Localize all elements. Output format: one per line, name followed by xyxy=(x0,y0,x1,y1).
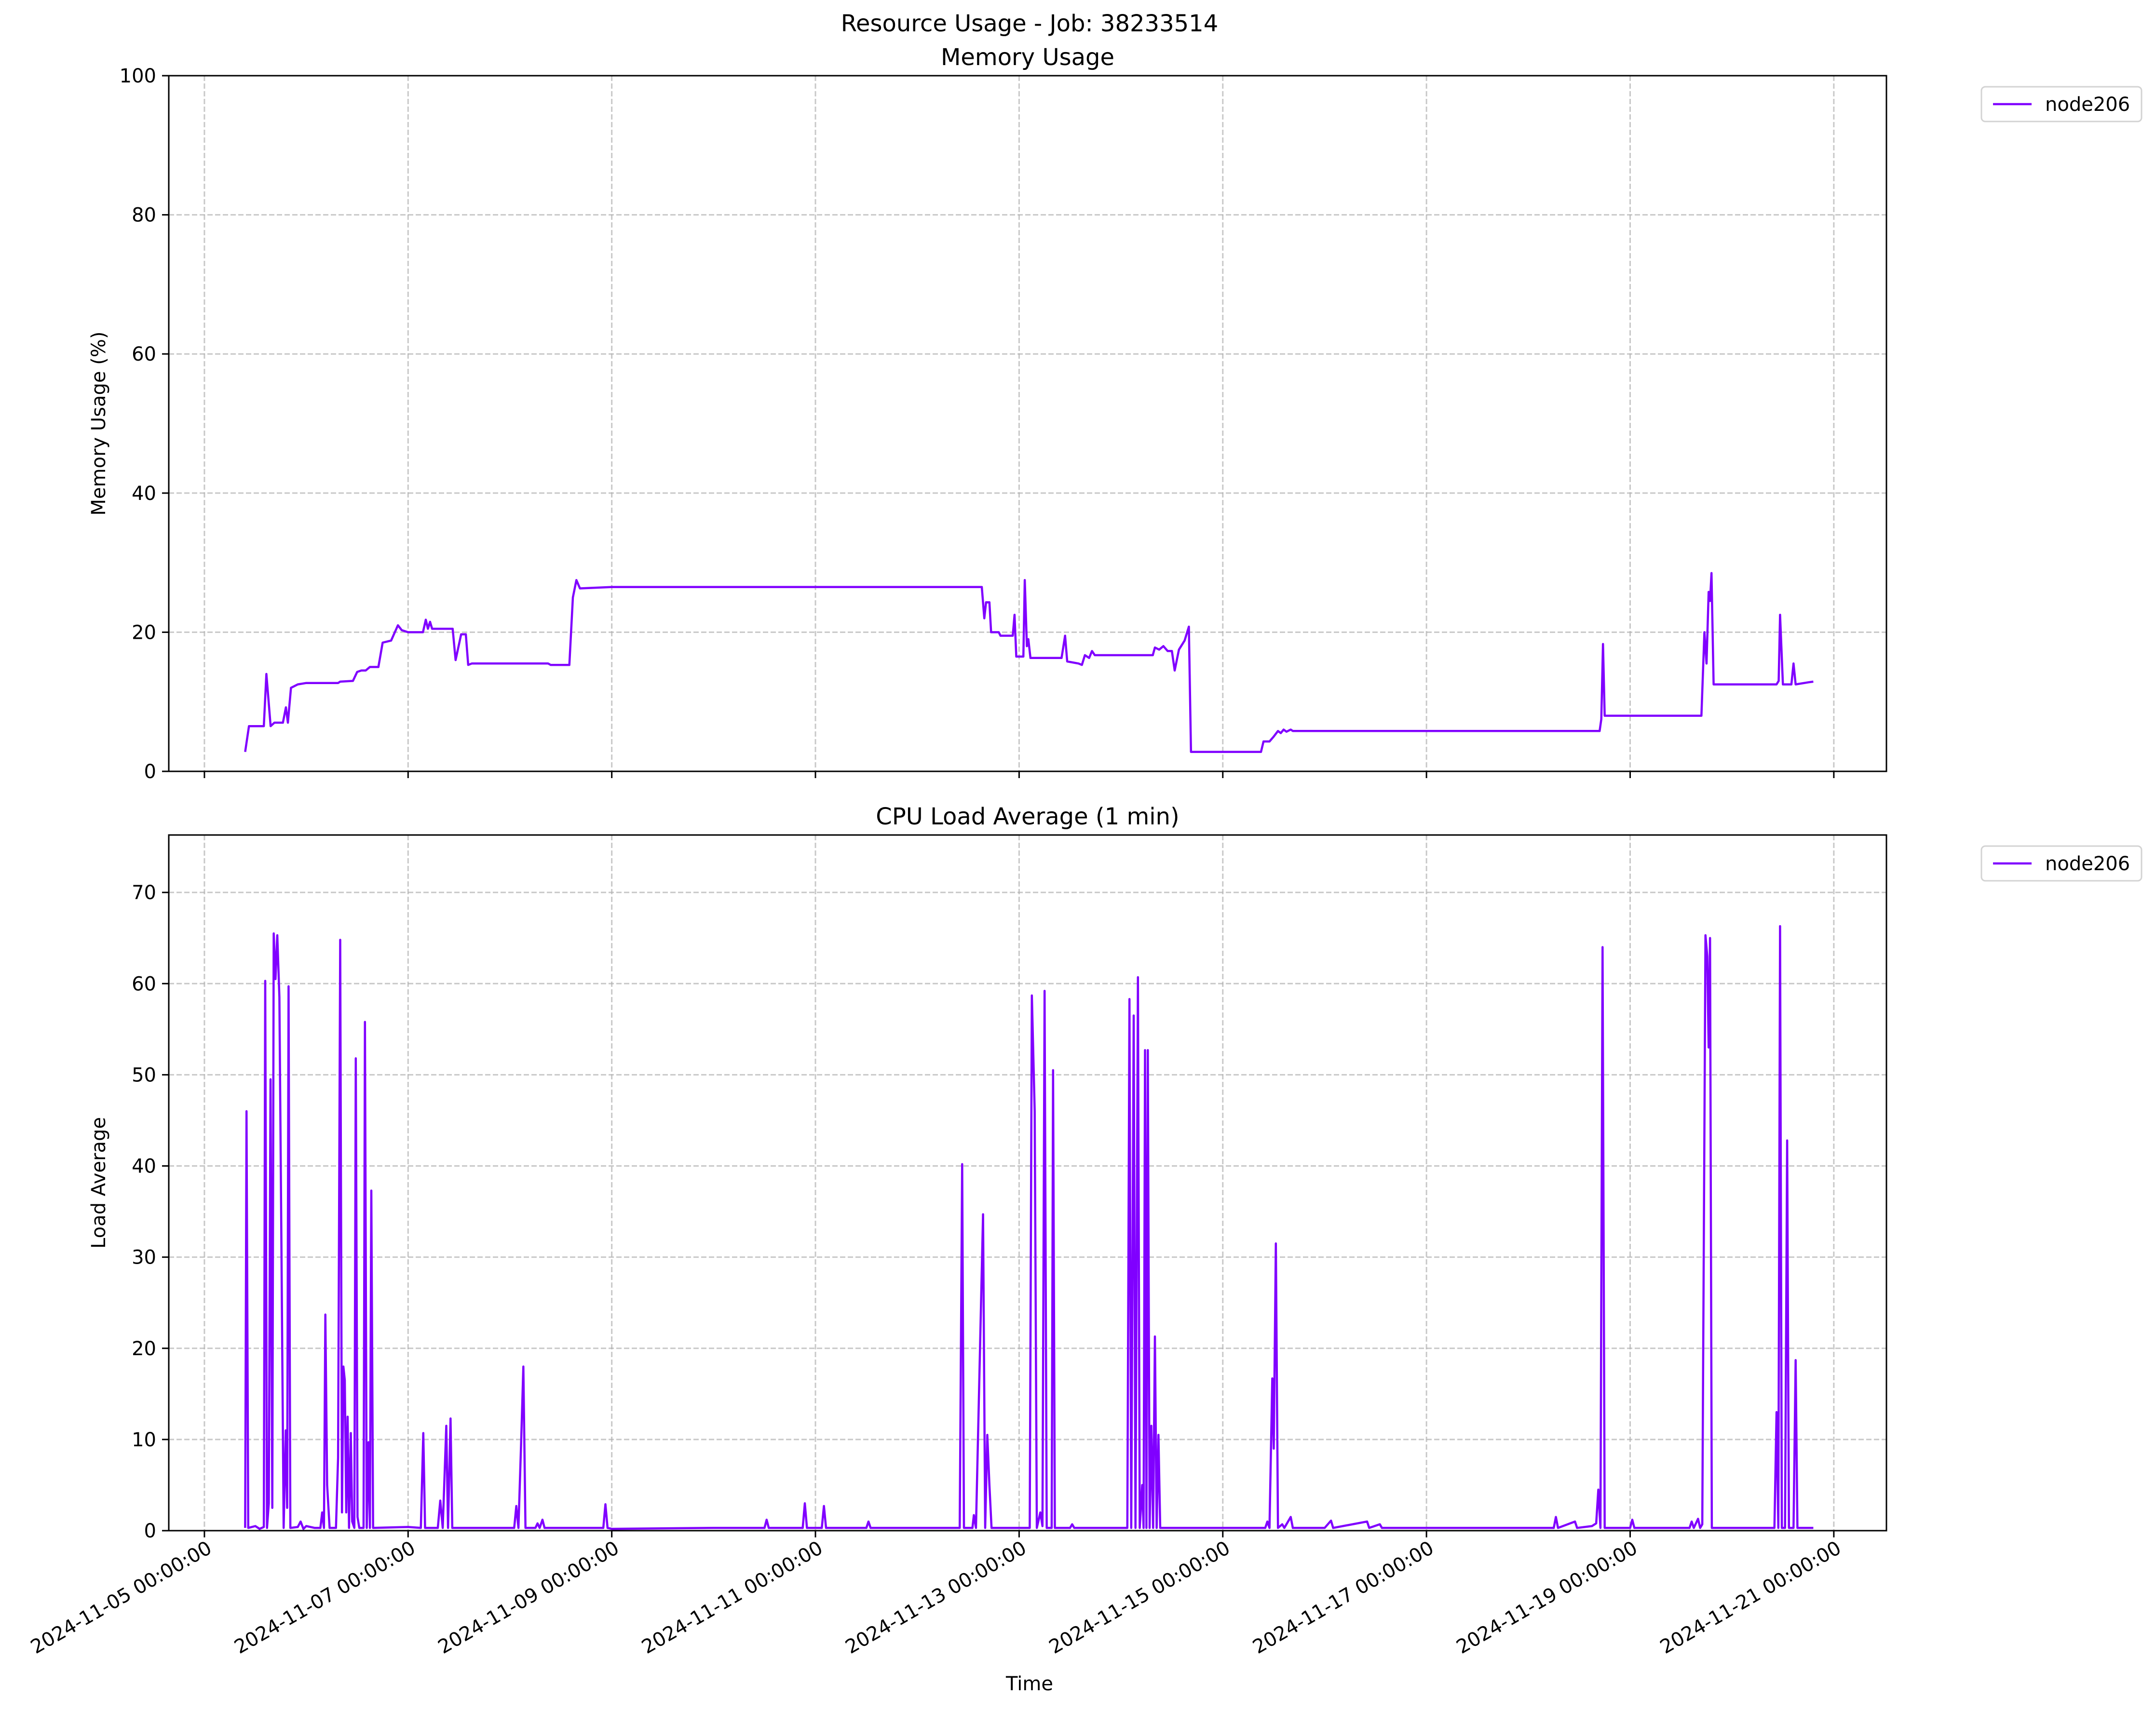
y-tick-label: 40 xyxy=(132,1156,156,1178)
y-tick-label: 30 xyxy=(132,1247,156,1269)
y-tick-label: 0 xyxy=(144,761,156,783)
y-tick-label: 70 xyxy=(132,882,156,904)
y-tick-label: 50 xyxy=(132,1064,156,1086)
y-tick-label: 60 xyxy=(132,343,156,365)
y-tick-label: 40 xyxy=(132,483,156,505)
legend xyxy=(1980,845,2142,882)
x-axis-label: Time xyxy=(1005,1673,1053,1695)
y-tick-label: 10 xyxy=(132,1429,156,1451)
axes-frame xyxy=(168,75,1887,772)
subplot-title: Memory Usage xyxy=(941,44,1114,71)
y-axis-label: Load Average xyxy=(88,1117,110,1249)
legend xyxy=(1980,86,2142,122)
y-axis-label: Memory Usage (%) xyxy=(88,332,110,516)
series-line-node206 xyxy=(244,925,1814,1530)
y-tick-label: 20 xyxy=(132,621,156,644)
subplot-title: CPU Load Average (1 min) xyxy=(876,803,1179,830)
y-tick-label: 100 xyxy=(120,65,156,87)
y-tick-label: 80 xyxy=(132,204,156,227)
y-tick-label: 60 xyxy=(132,973,156,995)
y-tick-label: 20 xyxy=(132,1338,156,1360)
y-tick-label: 0 xyxy=(144,1520,156,1542)
subplot-0: 0 20 40 60 80 100 Memory Usage Memory Usage (%)… xyxy=(88,44,2142,783)
series-line-node206 xyxy=(244,572,1814,753)
legend-label: node206 xyxy=(2045,853,2130,875)
legend-label: node206 xyxy=(2045,94,2130,116)
axes-frame xyxy=(168,834,1887,1532)
figure-suptitle: Resource Usage - Job: 38233514 xyxy=(841,10,1219,37)
